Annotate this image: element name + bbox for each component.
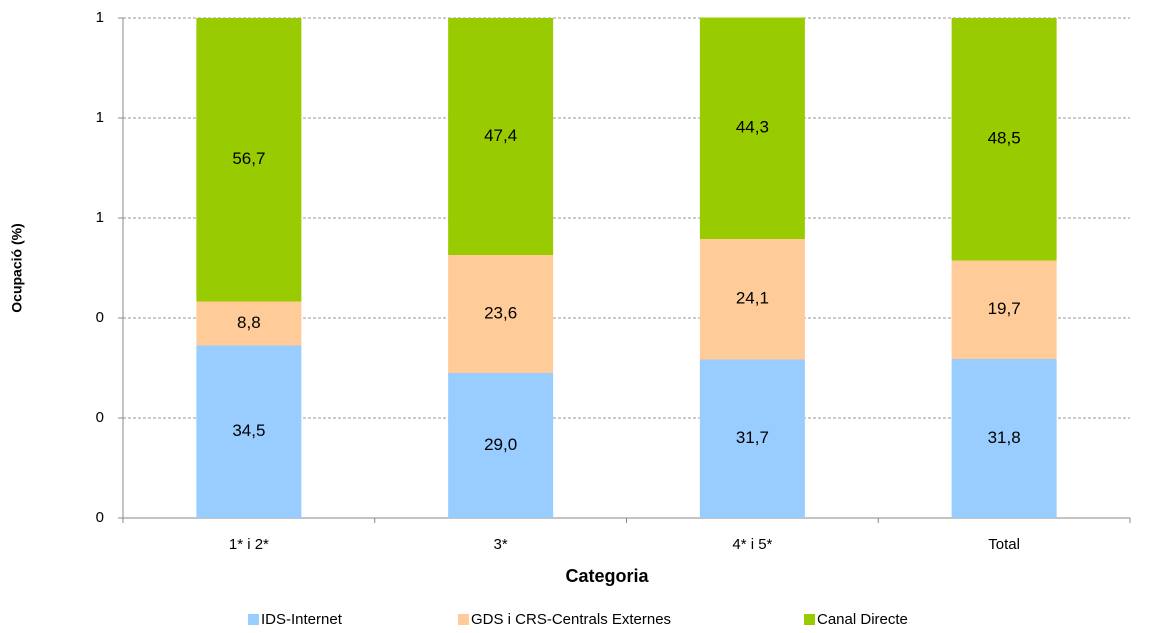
legend-swatch <box>248 614 259 625</box>
bar-segment <box>951 18 1057 261</box>
value-label: 23,6 <box>484 303 517 322</box>
value-label: 31,8 <box>988 428 1021 447</box>
legend-swatch <box>458 614 469 625</box>
bar-segment <box>448 373 554 518</box>
legend-label: Canal Directe <box>817 611 908 628</box>
y-tick-label: 0 <box>96 409 104 426</box>
x-tick-label: 3* <box>494 536 508 553</box>
bar-segment <box>196 345 302 518</box>
value-label: 29,0 <box>484 435 517 454</box>
y-tick-label: 1 <box>96 209 104 226</box>
bar-segment <box>448 255 554 373</box>
value-label: 8,8 <box>237 313 261 332</box>
value-label: 48,5 <box>988 129 1021 148</box>
bar-segment <box>699 17 805 239</box>
legend-swatch <box>804 614 815 625</box>
x-tick-label: 4* i 5* <box>732 536 772 553</box>
bar-segment <box>699 359 805 518</box>
y-tick-label: 1 <box>96 109 104 126</box>
value-label: 56,7 <box>232 149 265 168</box>
bar-segment <box>448 18 554 255</box>
y-axis-title: Ocupació (%) <box>9 223 25 312</box>
value-label: 19,7 <box>988 299 1021 318</box>
value-label: 34,5 <box>232 421 265 440</box>
x-tick-label: Total <box>988 536 1020 553</box>
bar-segment <box>951 359 1057 518</box>
bar-segment <box>951 260 1057 359</box>
y-tick-label: 0 <box>96 309 104 326</box>
y-tick-label: 0 <box>96 509 104 526</box>
legend-label: IDS-Internet <box>261 611 343 628</box>
bar-segment <box>196 18 302 302</box>
value-label: 47,4 <box>484 126 517 145</box>
x-axis-title: Categoria <box>565 566 649 586</box>
y-tick-label: 1 <box>96 9 104 26</box>
bar-segment <box>196 301 302 346</box>
legend-label: GDS i CRS-Centrals Externes <box>471 611 671 628</box>
value-label: 24,1 <box>736 289 769 308</box>
value-label: 31,7 <box>736 428 769 447</box>
x-tick-label: 1* i 2* <box>229 536 269 553</box>
bar-segment <box>699 239 805 360</box>
value-label: 44,3 <box>736 118 769 137</box>
